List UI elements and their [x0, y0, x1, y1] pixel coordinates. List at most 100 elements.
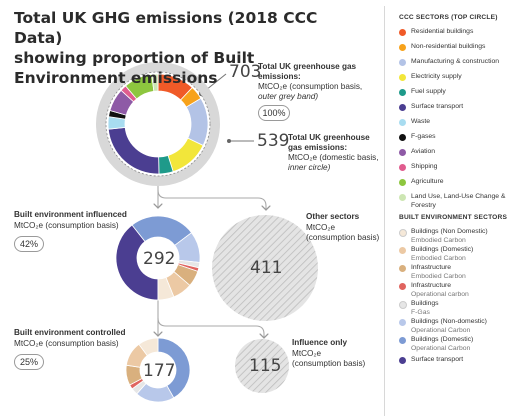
influence-only-circle [235, 339, 289, 393]
legend-be-label-sub: F-Gas [411, 308, 430, 316]
legend-swatch [399, 283, 406, 290]
legend-be-label-main: Buildings (Non Domestic) [411, 228, 488, 235]
legend-ccc-label: Land Use, Land-Use Change & Forestry [411, 193, 506, 209]
other-sub-2: (consumption basis) [306, 233, 380, 242]
page-title: Total UK GHG emissions (2018 CCC Data) s… [14, 8, 354, 88]
legend-be-label: Infrastructure Embodied Carbon [411, 264, 517, 281]
legend-swatch [399, 265, 406, 272]
legend-ccc-label: Aviation [411, 148, 436, 155]
legend-swatch [399, 59, 406, 66]
legend-swatch [399, 119, 406, 126]
top-donut [107, 73, 209, 175]
legend-be-label-main: Infrastructure [411, 282, 452, 289]
legend-swatch [399, 229, 407, 237]
controlled-value: 177 [143, 361, 176, 381]
total-pill: 100% [258, 105, 290, 121]
legend-ccc-label: Non-residential buildings [411, 43, 486, 50]
legend-swatch [399, 89, 406, 96]
legend-be-label-sub: Embodied Carbon [411, 254, 466, 262]
donut-slice [185, 97, 209, 147]
legend-ccc-label: Agriculture [411, 178, 444, 185]
legend-be-label: Infrastructure Operational carbon [411, 282, 517, 299]
legend-swatch [399, 29, 406, 36]
other-label: Other sectors [306, 212, 360, 221]
legend-be-label-main: Infrastructure [411, 264, 452, 271]
legend-be-label-main: Buildings (Domestic) [411, 336, 474, 343]
legend-swatch [399, 104, 406, 111]
legend-be-label: Buildings (Domestic) Operational Carbon [411, 336, 517, 353]
influence-only-sub-2: (consumption basis) [292, 359, 366, 368]
influence-only-sub-1: MtCO₂e [292, 349, 322, 358]
legend-swatch [399, 194, 406, 201]
legend-ccc-label: Fuel supply [411, 88, 446, 95]
legend-be-label-main: Buildings (Non-domestic) [411, 318, 487, 325]
legend-ccc-label: Shipping [411, 163, 438, 170]
connector-lines [157, 73, 266, 338]
controlled-label: Built environment controlled [14, 328, 126, 337]
legend-panel: CCC SECTORS (TOP CIRCLE) Residential bui… [384, 6, 519, 416]
domestic-value: 539 [257, 131, 290, 151]
controlled-sub: MtCO₂e (consumption basis) [14, 339, 119, 348]
influenced-value: 292 [143, 249, 176, 269]
legend-swatch [399, 179, 406, 186]
donut-slice [115, 224, 159, 301]
outer-grey-band [96, 62, 220, 186]
legend-ccc-label: Waste [411, 118, 431, 125]
influenced-label: Built environment influenced [14, 210, 127, 219]
donut-slice [138, 337, 159, 357]
domestic-sub-1: MtCO₂e (domestic basis, [288, 153, 379, 162]
legend-be-label-sub: Operational carbon [411, 290, 469, 298]
legend-ccc-label: Manufacturing & construction [411, 58, 500, 65]
connector-top-to-other [157, 189, 266, 210]
legend-swatch [399, 357, 406, 364]
other-sub-1: MtCO₂e [306, 223, 336, 232]
legend-be-label: Buildings (Domestic) Embodied Carbon [411, 246, 517, 263]
domestic-label: Total UK greenhouse gas emissions: [288, 133, 370, 152]
legend-be-label-main: Buildings [411, 300, 439, 307]
legend-be-label: Buildings (Non Domestic) Embodied Carbon [411, 228, 517, 245]
influence-only-value: 115 [249, 356, 282, 376]
title-line-1: Total UK GHG emissions (2018 CCC Data) [14, 9, 318, 47]
legend-swatch [399, 247, 406, 254]
legend-be-label-main: Surface transport [411, 356, 464, 363]
leader-dot-539 [227, 139, 231, 143]
influenced-pill: 42% [14, 236, 44, 252]
title-line-2: showing proportion of Built Environment … [14, 49, 255, 87]
total-sub-1: MtCO₂e (consumption basis, [258, 82, 363, 91]
legend-swatch [399, 44, 406, 51]
legend-ccc-label: Surface transport [411, 103, 464, 110]
legend-be-label-sub: Embodied Carbon [411, 236, 466, 244]
legend-be-label: Buildings F-Gas [411, 300, 517, 317]
legend-ccc-header: CCC SECTORS (TOP CIRCLE) [399, 14, 498, 21]
legend-swatch [399, 134, 406, 141]
domestic-dashed-ring [105, 71, 211, 177]
legend-swatch [399, 301, 407, 309]
legend-ccc-label: Electricity supply [411, 73, 462, 80]
legend-ccc-label: F-gases [411, 133, 436, 140]
total-sub-2: outer grey band) [258, 92, 319, 101]
legend-be-label-sub: Operational Carbon [411, 344, 471, 352]
donut-slice [157, 276, 175, 301]
domestic-sub-2: inner circle) [288, 163, 331, 172]
influenced-sub: MtCO₂e (consumption basis) [14, 221, 119, 230]
total-value: 703 [229, 62, 262, 82]
controlled-donut [125, 337, 191, 403]
legend-be-header: BUILT ENVIRONMENT SECTORS [399, 214, 508, 221]
influence-only-label: Influence only [292, 338, 348, 347]
influenced-donut [115, 215, 201, 301]
legend-be-label-sub: Embodied Carbon [411, 272, 466, 280]
legend-be-label: Buildings (Non-domestic) Operational Carb… [411, 318, 517, 335]
legend-be-label: Surface transport [411, 356, 517, 365]
other-sectors-circle [212, 215, 318, 321]
legend-be-label-sub: Operational Carbon [411, 326, 471, 334]
controlled-pill: 25% [14, 354, 44, 370]
legend-swatch [399, 149, 406, 156]
connector-influenced-to-influence-only [157, 317, 264, 338]
legend-be-label-main: Buildings (Domestic) [411, 246, 474, 253]
total-label: Total UK greenhouse gas emissions: [258, 62, 357, 81]
other-value: 411 [250, 258, 283, 278]
legend-swatch [399, 337, 406, 344]
legend-swatch [399, 74, 406, 81]
